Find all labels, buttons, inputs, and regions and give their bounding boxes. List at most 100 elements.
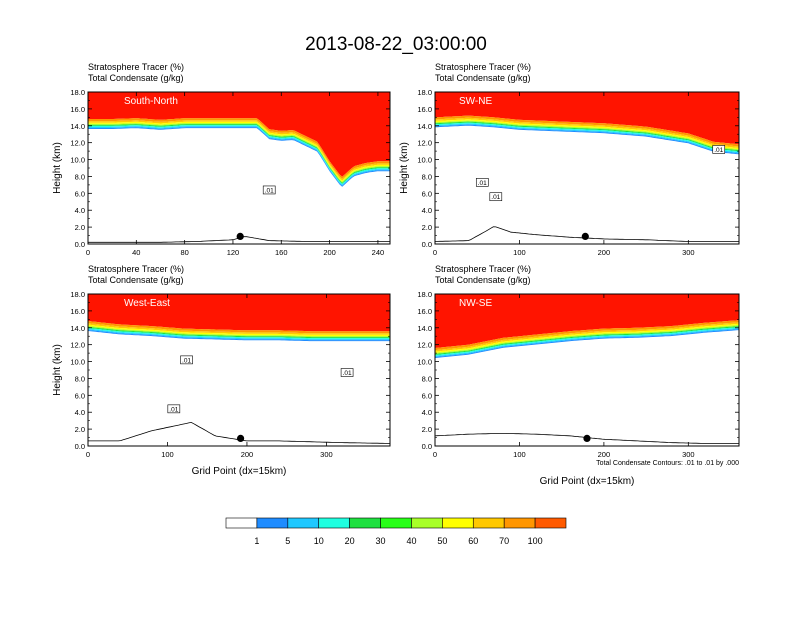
y-tick-label: 10.0 (417, 358, 432, 367)
y-tick-label: 16.0 (70, 105, 85, 114)
x-tick-label: 300 (682, 248, 695, 257)
y-tick-label: 12.0 (417, 341, 432, 350)
x-tick-label: 0 (86, 450, 90, 459)
tracer-band-7 (88, 329, 390, 341)
legend-swatch (472, 517, 505, 529)
contour-footnote: Total Condensate Contours: .01 to .01 by… (596, 460, 739, 467)
field-label: Stratosphere Tracer (%) (88, 264, 184, 274)
y-tick-label: 4.0 (75, 206, 85, 215)
x-tick-label: 200 (323, 248, 336, 257)
y-tick-label: 8.0 (422, 374, 432, 383)
x-tick-label: 160 (275, 248, 288, 257)
y-axis-title: Height (km) (52, 142, 63, 194)
tracer-stratosphere-region (435, 294, 739, 348)
contour-value-box (489, 192, 503, 202)
contour-value-box (475, 178, 489, 187)
panel-2: Stratosphere Tracer (%)Total Condensate … (399, 62, 740, 257)
x-tick-label: 200 (598, 248, 611, 257)
x-tick-label: 100 (161, 450, 174, 459)
legend-label: 1 (254, 536, 259, 546)
y-tick-label: 10.0 (70, 358, 85, 367)
y-tick-label: 18.0 (417, 290, 432, 299)
legend-label: 50 (437, 536, 447, 546)
tracer-band-2 (88, 323, 390, 335)
y-tick-label: 16.0 (70, 307, 85, 316)
tracer-stratosphere-region (88, 294, 390, 332)
tracer-band-1 (435, 320, 739, 351)
legend-label: 5 (285, 536, 290, 546)
y-tick-label: 12.0 (70, 341, 85, 350)
y-tick-label: 12.0 (417, 139, 432, 148)
x-tick-label: 300 (682, 450, 695, 459)
tracer-band-3 (435, 323, 739, 353)
x-tick-label: 100 (513, 248, 526, 257)
y-tick-label: 4.0 (422, 206, 432, 215)
tracer-band-6 (435, 327, 739, 356)
panel-label: SW-NE (459, 96, 492, 107)
field-label: Stratosphere Tracer (%) (435, 264, 531, 274)
y-tick-label: 18.0 (70, 88, 85, 97)
y-tick-label: 16.0 (417, 105, 432, 114)
main-title: 2013-08-22_03:00:00 (305, 34, 487, 55)
panel-label: NW-SE (459, 298, 492, 309)
x-tick-label: 200 (241, 450, 254, 459)
contour-value-box (167, 404, 181, 414)
y-tick-label: 2.0 (422, 223, 432, 232)
y-tick-label: 4.0 (422, 408, 432, 417)
tracer-band-3 (88, 324, 390, 337)
contour-value-box (712, 145, 726, 154)
x-tick-label: 300 (320, 450, 333, 459)
tracer-band-2 (435, 322, 739, 352)
y-axis-title: Height (km) (399, 142, 410, 194)
panel-3: Stratosphere Tracer (%)Total Condensate … (52, 264, 391, 477)
legend-swatch (256, 517, 289, 529)
y-tick-label: 8.0 (75, 374, 85, 383)
tracer-band-4 (88, 325, 390, 338)
panel-label: West-East (124, 298, 170, 309)
contour-value-label: .01 (343, 370, 352, 377)
y-tick-label: 4.0 (75, 408, 85, 417)
tracer-band-1 (88, 321, 390, 334)
x-tick-label: 40 (132, 248, 140, 257)
x-tick-label: 120 (227, 248, 240, 257)
plot-area (88, 294, 390, 444)
y-tick-label: 6.0 (75, 391, 85, 400)
legend-swatch (534, 517, 567, 529)
x-tick-label: 80 (180, 248, 188, 257)
legend-label: 60 (468, 536, 478, 546)
y-tick-label: 6.0 (75, 189, 85, 198)
y-tick-label: 10.0 (70, 156, 85, 165)
contour-label: Total Condensate (g/kg) (88, 275, 184, 285)
y-tick-label: 0.0 (422, 240, 432, 249)
tracer-band-6 (88, 327, 390, 340)
legend-swatch (225, 517, 258, 529)
contour-value-label: .01 (478, 180, 487, 187)
legend-swatch (318, 517, 350, 529)
plot-area (435, 92, 739, 242)
tracer-stratosphere-region (88, 92, 390, 177)
plot-area (435, 294, 739, 444)
legend-swatch (287, 517, 320, 529)
legend-label: 40 (406, 536, 416, 546)
contour-label: Total Condensate (g/kg) (435, 73, 531, 83)
x-tick-label: 0 (86, 248, 90, 257)
contour-value-label: .01 (714, 147, 723, 154)
panel-1: Stratosphere Tracer (%)Total Condensate … (52, 62, 391, 257)
legend-label: 20 (345, 536, 355, 546)
location-marker (583, 434, 591, 442)
location-marker (581, 232, 589, 240)
location-marker (236, 434, 245, 442)
tracer-stratosphere-region (435, 92, 739, 145)
legend-label: 10 (314, 536, 324, 546)
tracer-band-5 (88, 326, 390, 339)
legend-swatch (503, 517, 536, 529)
y-tick-label: 14.0 (417, 324, 432, 333)
y-tick-label: 2.0 (75, 425, 85, 434)
x-axis-title: Grid Point (dx=15km) (192, 466, 287, 477)
y-tick-label: 12.0 (70, 139, 85, 148)
y-tick-label: 18.0 (417, 88, 432, 97)
legend-label: 30 (376, 536, 386, 546)
contour-value-box (180, 355, 193, 365)
